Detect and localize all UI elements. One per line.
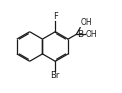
Text: B: B [77,30,83,39]
Text: OH: OH [85,30,97,39]
Text: F: F [53,12,58,21]
Text: OH: OH [80,18,92,27]
Text: Br: Br [51,71,60,80]
